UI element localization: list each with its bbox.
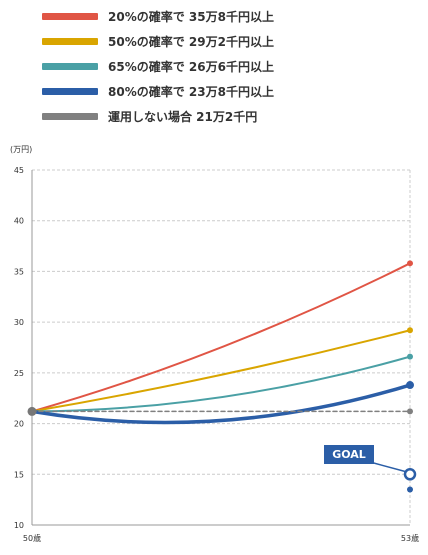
legend-swatch <box>42 88 98 95</box>
goal-lower-point <box>407 486 413 493</box>
goal-pointer-line <box>369 461 409 474</box>
legend-swatch <box>42 63 98 70</box>
series-line <box>31 262 411 413</box>
y-tick-label: 25 <box>14 369 24 378</box>
series-line <box>31 329 411 413</box>
legend-label: 50%の確率で 29万2千円以上 <box>108 35 274 49</box>
legend-label: 20%の確率で 35万8千円以上 <box>108 10 274 24</box>
legend-label: 65%の確率で 26万6千円以上 <box>108 60 274 74</box>
x-tick-label: 53歳 <box>401 533 419 543</box>
legend-label: 運用しない場合 21万2千円 <box>108 110 258 124</box>
y-tick-label: 40 <box>14 217 24 226</box>
y-tick-label: 15 <box>14 470 24 479</box>
legend-swatch <box>42 38 98 45</box>
goal-point <box>403 468 417 481</box>
series-line <box>31 355 411 413</box>
goal-badge <box>324 445 374 464</box>
y-tick-label: 20 <box>14 420 24 429</box>
series-line <box>30 383 412 425</box>
legend-swatch <box>42 13 98 20</box>
series-end-point <box>406 381 414 390</box>
series-end-point <box>407 353 413 360</box>
legend-swatch <box>42 113 98 120</box>
legend-label: 80%の確率で 23万8千円以上 <box>108 85 274 99</box>
goal-label: GOAL <box>332 448 366 461</box>
y-tick-label: 30 <box>14 318 24 327</box>
series-end-point <box>407 260 413 267</box>
y-tick-label: 10 <box>14 521 24 530</box>
x-tick-label: 50歳 <box>23 533 41 543</box>
y-tick-label: 45 <box>14 166 24 175</box>
series-end-point <box>407 408 413 415</box>
series-end-point <box>407 327 413 334</box>
start-point <box>27 406 37 416</box>
y-axis-unit-label: (万円) <box>10 145 32 154</box>
y-tick-label: 35 <box>14 267 24 276</box>
